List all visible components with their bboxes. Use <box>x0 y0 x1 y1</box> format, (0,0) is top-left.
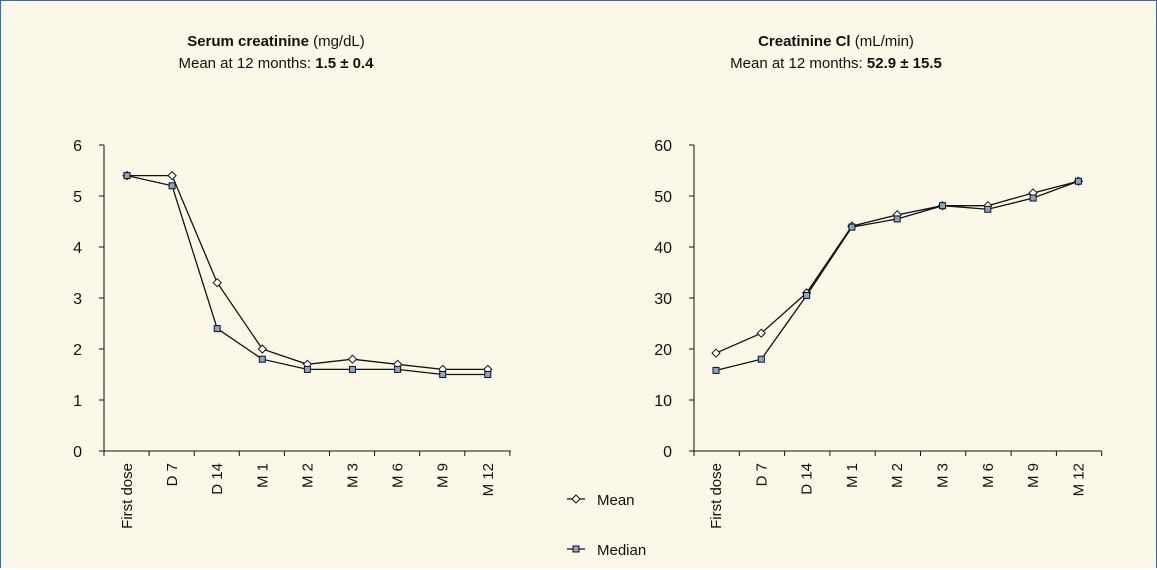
chart-2-median-point <box>848 223 856 231</box>
chart-2-x-tick-label: D 14 <box>799 463 816 495</box>
chart-2-x-tick-label: M 6 <box>980 463 997 488</box>
chart-2-x-tick-label: M 2 <box>889 463 906 488</box>
chart-2-title: Creatinine Cl (mL/min) Mean at 12 months… <box>711 31 961 75</box>
chart-2-mean-point <box>711 348 721 358</box>
chart-2-median-point <box>803 291 811 299</box>
legend-item-median: Median <box>567 542 646 559</box>
chart-2-x-tick-label: M 9 <box>1025 463 1042 488</box>
chart-2-median-point <box>1029 194 1037 202</box>
chart-1-subtitle-prefix: Mean at 12 months: <box>178 55 312 72</box>
chart-2-subtitle-value: 52.9 ± 15.5 <box>866 55 942 72</box>
chart-1-y-tick-label: 2 <box>73 342 82 359</box>
chart-2-x-tick-label: M 1 <box>844 463 861 488</box>
chart-2-median-point <box>712 366 720 374</box>
chart-1-median-point <box>123 172 131 180</box>
chart-2-title-unit: (mL/min) <box>854 33 914 50</box>
chart-1-title-bold: Serum creatinine <box>187 33 309 50</box>
chart-2-median-point <box>939 202 946 210</box>
chart-1-y-tick-label: 3 <box>73 291 82 308</box>
chart-2-median-point <box>757 355 765 363</box>
chart-2-subtitle-prefix: Mean at 12 months: <box>730 55 863 72</box>
chart-1-mean-point <box>212 277 222 288</box>
chart-2-y-tick-label: 10 <box>654 393 672 410</box>
chart-2-x-tick-label: M 3 <box>935 463 952 488</box>
chart-1-median-point <box>213 325 221 333</box>
chart-1-x-tick-label: M 9 <box>435 463 452 488</box>
chart-1-x-tick-label: M 12 <box>480 463 497 496</box>
legend-median-label: Median <box>597 542 646 559</box>
chart-2-y-tick-label: 0 <box>663 444 672 461</box>
legend-item-mean: Mean <box>567 492 635 509</box>
chart-1-y-tick-label: 5 <box>73 189 82 206</box>
chart-1-median-point <box>439 371 447 378</box>
chart-1-median-point <box>168 182 176 190</box>
chart-1-median-point <box>258 355 266 363</box>
chart-1-x-tick-label: M 2 <box>299 463 316 488</box>
chart-1-median-point <box>349 365 356 373</box>
chart-1-title-unit: (mg/dL) <box>313 33 365 50</box>
chart-1-median-point <box>394 365 402 373</box>
chart-1-median-point <box>484 371 492 378</box>
chart-1-x-tick-label: M 1 <box>254 463 271 488</box>
chart-1-x-tick-label: First dose <box>119 463 136 529</box>
chart-2-y-tick-label: 40 <box>654 240 672 257</box>
legend-mean-diamond-icon <box>571 494 581 504</box>
chart-2-y-tick-label: 60 <box>654 138 672 155</box>
chart-2-title-bold: Creatinine Cl <box>758 33 851 50</box>
legend-mean-label: Mean <box>597 492 635 509</box>
chart-2-x-tick-label: M 12 <box>1070 463 1087 496</box>
chart-1-y-tick-label: 0 <box>73 444 82 461</box>
chart-2-median-point <box>984 205 992 213</box>
chart-1-x-tick-label: D 7 <box>164 463 181 486</box>
chart-1-y-tick-label: 4 <box>73 240 82 257</box>
chart-2-x-tick-label: First dose <box>708 463 725 529</box>
chart-1-x-tick-label: D 14 <box>209 463 226 495</box>
chart-2-y-tick-label: 20 <box>654 342 672 359</box>
chart-2-median-point <box>893 215 901 223</box>
chart-1-y-tick-label: 1 <box>73 393 82 410</box>
legend-median-square-icon <box>572 545 580 553</box>
chart-1-median-point <box>303 365 311 373</box>
chart-1-y-tick-label: 6 <box>73 138 82 155</box>
chart-2-y-tick-label: 30 <box>654 291 672 308</box>
chart-2-x-tick-label: D 7 <box>753 463 770 486</box>
chart-1-title: Serum creatinine (mg/dL) Mean at 12 mont… <box>151 31 401 75</box>
chart-1-x-tick-label: M 3 <box>345 463 362 488</box>
chart-2-median-point <box>1074 177 1082 185</box>
chart-1-mean-point <box>167 170 177 181</box>
chart-1-mean-point <box>347 354 358 364</box>
chart-1-mean-point <box>257 344 268 354</box>
chart-1-x-tick-label: M 6 <box>390 463 407 488</box>
chart-2-mean-point <box>756 328 767 338</box>
chart-1-subtitle-value: 1.5 ± 0.4 <box>315 55 374 72</box>
chart-2-y-tick-label: 50 <box>654 189 672 206</box>
